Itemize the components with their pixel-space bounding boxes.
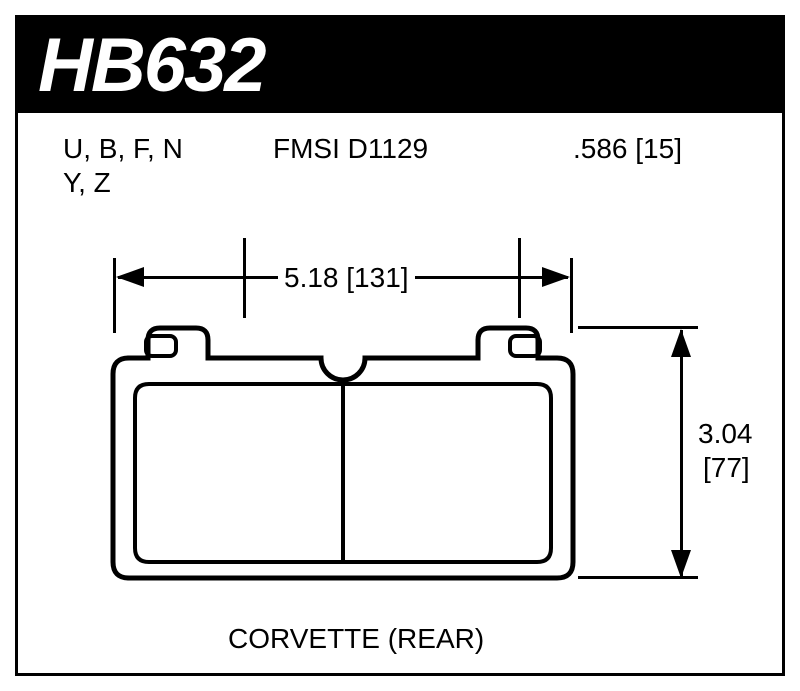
height-dim-line (680, 330, 683, 576)
arrow-down-icon (671, 550, 691, 578)
drawing-frame: HB632 U, B, F, N Y, Z FMSI D1129 .586 [1… (15, 15, 785, 676)
arrow-up-icon (671, 329, 691, 357)
caption-label: CORVETTE (REAR) (228, 623, 484, 655)
height-label-mm: [77] (703, 452, 750, 484)
height-label-in: 3.04 (698, 418, 753, 450)
